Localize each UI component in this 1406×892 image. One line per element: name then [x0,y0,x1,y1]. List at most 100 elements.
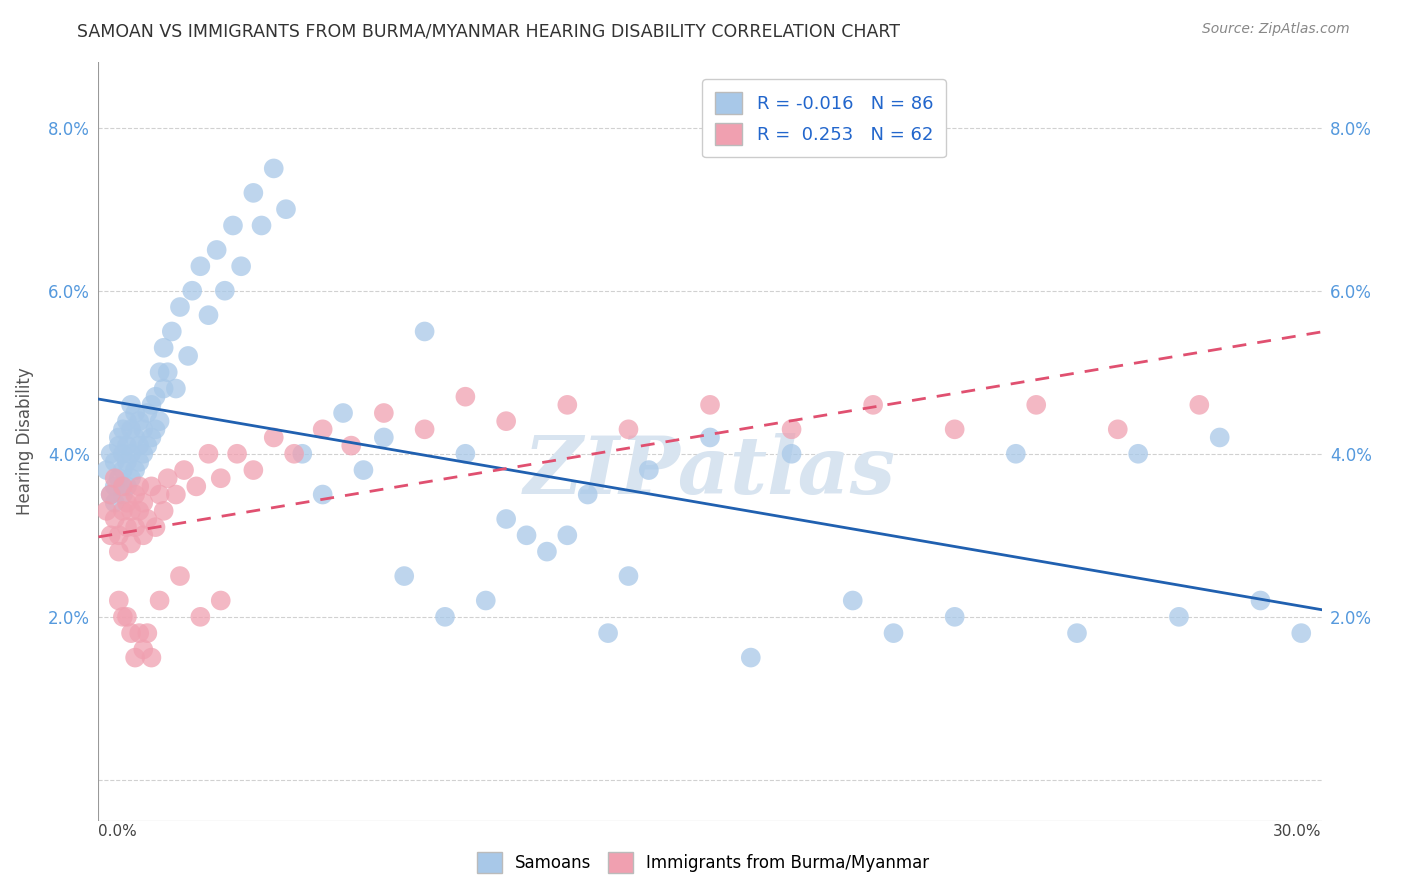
Point [340,439,363,453]
Point [242,186,264,200]
Point [263,161,285,176]
Point [124,463,146,477]
Point [120,447,142,461]
Point [96,463,118,477]
Point [136,626,159,640]
Point [617,569,640,583]
Point [104,512,127,526]
Text: 0.0%: 0.0% [98,824,138,839]
Point [111,422,134,436]
Point [96,504,118,518]
Point [250,219,273,233]
Point [274,202,297,217]
Point [111,504,134,518]
Point [111,487,134,501]
Text: 30.0%: 30.0% [1274,824,1322,839]
Point [145,422,167,436]
Text: SAMOAN VS IMMIGRANTS FROM BURMA/MYANMAR HEARING DISABILITY CORRELATION CHART: SAMOAN VS IMMIGRANTS FROM BURMA/MYANMAR … [77,22,900,40]
Point [536,544,558,558]
Point [149,487,172,501]
Point [598,626,620,640]
Point [108,430,131,444]
Point [100,487,122,501]
Point [1128,447,1150,461]
Point [780,422,803,436]
Point [111,463,134,477]
Point [132,422,155,436]
Point [1249,593,1271,607]
Point [136,439,159,453]
Point [413,422,436,436]
Point [373,406,395,420]
Point [108,528,131,542]
Point [128,504,150,518]
Point [883,626,905,640]
Point [943,422,966,436]
Point [132,496,155,510]
Point [242,463,264,477]
Point [100,487,122,501]
Point [197,447,219,461]
Point [115,479,138,493]
Point [124,650,146,665]
Point [152,382,174,396]
Point [169,300,191,314]
Point [226,447,249,461]
Point [108,439,131,453]
Y-axis label: Hearing Disability: Hearing Disability [17,368,34,516]
Point [124,487,146,501]
Point [214,284,236,298]
Point [141,398,163,412]
Point [145,520,167,534]
Point [104,479,127,493]
Point [136,406,159,420]
Point [209,593,232,607]
Point [617,422,640,436]
Point [141,650,163,665]
Point [740,650,762,665]
Point [128,455,150,469]
Point [111,610,134,624]
Point [177,349,200,363]
Point [862,398,884,412]
Point [100,528,122,542]
Point [111,479,134,493]
Point [100,447,122,461]
Point [120,626,142,640]
Point [1025,398,1047,412]
Point [263,430,285,444]
Point [637,463,661,477]
Point [188,610,212,624]
Point [115,439,138,453]
Legend: Samoans, Immigrants from Burma/Myanmar: Samoans, Immigrants from Burma/Myanmar [470,846,936,880]
Point [124,406,146,420]
Point [115,520,138,534]
Point [104,496,127,510]
Point [312,422,335,436]
Point [1209,430,1232,444]
Point [128,439,150,453]
Point [108,544,131,558]
Point [120,504,142,518]
Point [516,528,538,542]
Point [555,528,579,542]
Point [152,504,174,518]
Point [413,325,436,339]
Point [373,430,395,444]
Point [136,512,159,526]
Point [145,390,167,404]
Point [152,341,174,355]
Point [111,447,134,461]
Point [124,430,146,444]
Legend: R = -0.016   N = 86, R =  0.253   N = 62: R = -0.016 N = 86, R = 0.253 N = 62 [703,79,946,157]
Point [169,569,191,583]
Point [454,390,477,404]
Point [160,325,183,339]
Point [495,414,517,428]
Point [283,447,305,461]
Point [312,487,335,501]
Point [124,520,146,534]
Point [165,382,187,396]
Point [699,398,721,412]
Point [149,414,172,428]
